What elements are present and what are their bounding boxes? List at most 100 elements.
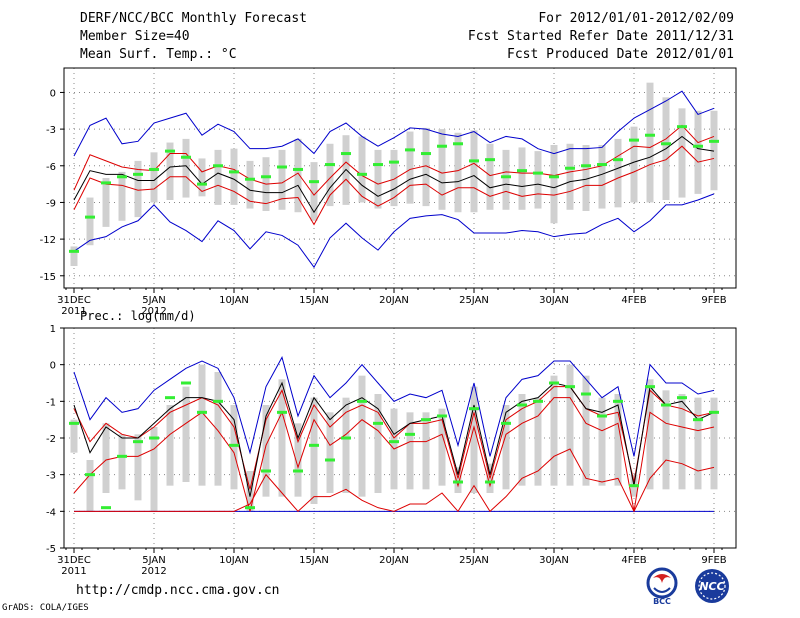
temp-observed-marker [549,175,559,179]
temp-observed-marker [325,163,335,167]
prec-spread-box [454,467,462,493]
prec-xtick-label: 9FEB [701,555,726,566]
prec-ytick-label: -2 [46,434,56,445]
prec-observed-marker [389,440,399,444]
prec-ytick-label: 0 [50,361,56,372]
prec-observed-marker [117,454,127,458]
prec-observed-marker [293,469,303,473]
temp-observed-marker [485,158,495,162]
temp-ytick-label: -12 [40,235,56,246]
temp-line-max [73,90,715,157]
prec-spread-box [534,397,542,486]
temp-observed-marker [709,139,719,143]
prec-observed-marker [69,421,79,425]
ncc-logo: NCC [695,569,729,603]
prec-observed-marker [197,410,207,414]
prec-spread-box [310,397,318,504]
variable-label: Mean Surf. Temp.: °C [80,47,237,62]
temp-observed-marker [645,133,655,137]
prec-observed-marker [613,399,623,403]
temp-ytick-label: -9 [46,198,56,209]
prec-observed-marker [165,396,175,400]
prec-observed-marker [645,385,655,389]
prec-ytick-label: -4 [46,507,56,518]
temp-spread-box [614,138,622,208]
temp-xtick-label: 30JAN [539,295,569,306]
prec-ytick-label: -3 [46,471,56,482]
temp-ytick-label: -15 [40,272,56,283]
prec-observed-marker [373,421,383,425]
temp-ytick-label: -3 [46,125,56,136]
temp-observed-marker [421,152,431,156]
temp-spread-box [534,151,542,209]
temp-spread-box [390,149,398,207]
temp-line-upper [73,124,715,196]
temp-spread-box [582,145,590,211]
prec-spread-box [550,375,558,486]
prec-observed-marker [677,396,687,400]
prec-spread-box [614,394,622,486]
temp-spread-box [438,129,446,210]
temp-xtick-label: 25JAN [459,295,489,306]
temp-spread-box [118,171,126,221]
temp-xtick-label: 9FEB [701,295,726,306]
prec-observed-marker [101,506,111,510]
prec-observed-marker [229,443,239,447]
prec-observed-marker [261,469,271,473]
temp-observed-marker [597,163,607,167]
temp-line-min [73,193,715,269]
prec-spread-box [86,460,94,512]
prec-observed-marker [149,436,159,440]
prec-spread-box [182,386,190,482]
temp-observed-marker [629,138,639,142]
prec-spread-box [150,427,158,512]
prec-spread-box [278,379,286,497]
temp-observed-marker [501,175,511,179]
temp-spread-box [678,108,686,198]
temp-observed-marker [405,148,415,152]
temp-spread-box [422,127,430,207]
temp-observed-marker [101,181,111,185]
prec-observed-marker [597,414,607,418]
temp-observed-marker [437,144,447,148]
temp-frame [63,67,737,289]
temp-ytick-label: -6 [46,162,56,173]
temp-spread-box [246,160,254,209]
prec-spread-box [230,405,238,490]
temp-observed-marker [613,158,623,162]
prec-line-max [73,356,715,457]
prec-observed-marker [565,385,575,389]
prec-spread-box [166,405,174,486]
temp-observed-marker [149,167,159,171]
prec-spread-box [422,412,430,490]
prec-xtick-label: 5JAN [142,555,165,566]
prec-spread-box [214,372,222,486]
temp-observed-marker [357,172,367,176]
temp-observed-marker [277,165,287,169]
temp-spread-box [102,178,110,227]
prec-observed-marker [181,381,191,385]
prec-observed-marker [501,421,511,425]
prec-spread-box [294,423,302,497]
prec-xtick-label: 25JAN [459,555,489,566]
prec-xtick-sublabel: 2011 [61,566,86,577]
temp-observed-marker [293,167,303,171]
temp-spread-box [454,132,462,213]
forecast-period-label: For 2012/01/01-2012/02/09 [538,11,734,26]
prec-title: Prec.: log(mm/d) [80,309,196,323]
prec-observed-marker [581,392,591,396]
prec-spread-box [582,375,590,486]
temp-observed-marker [117,175,127,179]
temp-spread-box [518,147,526,210]
prec-spread-box [134,434,142,501]
prec-spread-box [694,397,702,490]
prec-observed-marker [405,432,415,436]
temp-observed-marker [341,152,351,156]
prec-observed-marker [693,418,703,422]
prec-spread-box [198,364,206,486]
prec-ytick-label: -1 [46,397,56,408]
website-url[interactable]: http://cmdp.ncc.cma.gov.cn [76,583,280,598]
ncc-logo-text: NCC [699,580,724,593]
temp-observed-marker [517,169,527,173]
